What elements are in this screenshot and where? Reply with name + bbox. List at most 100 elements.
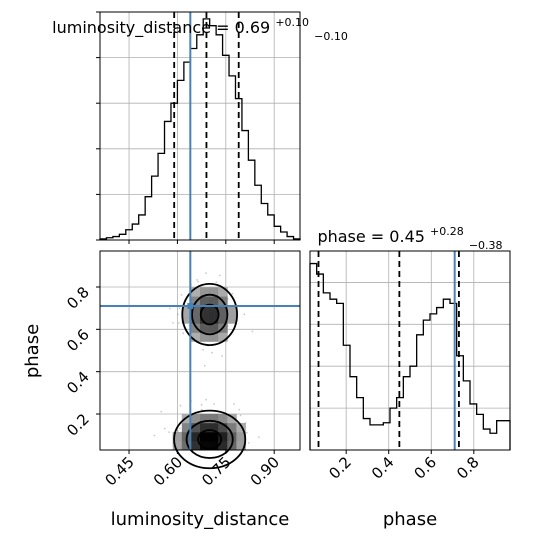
x-tick-label: 0.6 bbox=[411, 453, 441, 483]
y-axis-label: phase bbox=[22, 324, 43, 378]
density-cell bbox=[227, 413, 237, 424]
scatter-point bbox=[180, 294, 183, 296]
x-tick-label: 0.8 bbox=[453, 453, 483, 483]
title-minus-error: −0.38 bbox=[469, 239, 503, 252]
panel-frame bbox=[309, 250, 511, 451]
density-cell bbox=[200, 305, 210, 315]
y-tick-label: 0.2 bbox=[63, 410, 93, 440]
frame-rect bbox=[99, 11, 301, 241]
density-cell bbox=[236, 431, 246, 442]
density-cell bbox=[190, 431, 201, 442]
scatter-point bbox=[239, 414, 242, 417]
title-plus-error: +0.28 bbox=[430, 225, 464, 238]
title-param-value: phase = 0.45 bbox=[317, 227, 424, 246]
density-cell bbox=[209, 431, 219, 442]
density-cell bbox=[200, 413, 210, 424]
density-cell bbox=[200, 441, 210, 451]
joint-2d-panel: 0.45 0.60 0.75 0.90 0.2 0.4 0.6 0.8 luminosity… bbox=[22, 250, 301, 530]
scatter-point bbox=[243, 313, 246, 316]
density-cell bbox=[209, 305, 219, 315]
density-cells bbox=[172, 287, 246, 451]
x-tick-label: 0.2 bbox=[325, 453, 355, 483]
density-cell bbox=[200, 422, 210, 433]
phase-title: phase = 0.45 +0.28 −0.38 bbox=[317, 220, 502, 252]
x-tick-label: 0.4 bbox=[368, 453, 398, 483]
density-cell bbox=[181, 314, 192, 324]
scatter-point bbox=[233, 403, 236, 405]
scatter-point bbox=[258, 436, 260, 439]
title-plus-error: +0.10 bbox=[275, 16, 309, 29]
frame-rect bbox=[309, 250, 511, 451]
density-cell bbox=[200, 296, 210, 306]
luminosity-distance-title: luminosity_distance = 0.69 +0.10 −0.10 bbox=[52, 11, 348, 43]
frame-rect bbox=[99, 250, 301, 451]
y-tick-label: 0.8 bbox=[63, 283, 93, 313]
density-cell bbox=[236, 441, 246, 451]
gridlines bbox=[310, 251, 510, 450]
density-cell bbox=[218, 413, 228, 424]
scatter-point bbox=[168, 431, 171, 433]
density-cell bbox=[190, 441, 201, 451]
contour bbox=[185, 419, 234, 459]
density-cell bbox=[218, 332, 228, 342]
scatter-point bbox=[197, 280, 199, 283]
density-cell bbox=[209, 422, 219, 433]
scatter-point bbox=[203, 364, 206, 367]
density-cell bbox=[236, 422, 246, 433]
scatter-point bbox=[245, 431, 248, 434]
panel-frame bbox=[99, 11, 301, 241]
density-cell bbox=[190, 422, 201, 433]
density-cell bbox=[181, 305, 192, 315]
scatter-point bbox=[179, 404, 182, 407]
truth-lines bbox=[100, 251, 300, 450]
density-cell bbox=[227, 314, 237, 324]
density-cell bbox=[200, 287, 210, 297]
scatter-point bbox=[213, 403, 216, 405]
contour bbox=[173, 409, 247, 470]
scatter-point bbox=[163, 427, 166, 430]
density-cell bbox=[190, 413, 201, 424]
scatter-point bbox=[215, 281, 218, 283]
scatter-point bbox=[200, 403, 203, 406]
density-cell bbox=[181, 441, 192, 451]
contour bbox=[197, 429, 223, 450]
density-contours bbox=[173, 283, 247, 470]
density-cell bbox=[190, 314, 201, 324]
density-cell bbox=[218, 422, 228, 433]
density-cell bbox=[218, 441, 228, 451]
density-cell bbox=[209, 296, 219, 306]
x-axis-label: luminosity_distance bbox=[111, 509, 290, 530]
density-cell bbox=[227, 422, 237, 433]
density-cell bbox=[209, 314, 219, 324]
density-cell bbox=[181, 422, 192, 433]
phase-marginal-panel: 0.2 0.4 0.6 0.8 phase phase = 0.45 +0.28 −0… bbox=[309, 220, 511, 530]
x-tick-label: 0.45 bbox=[102, 453, 138, 489]
density-cell bbox=[190, 332, 201, 342]
x-tick-label: 0.75 bbox=[198, 453, 234, 489]
density-cell bbox=[209, 413, 219, 424]
density-cell bbox=[218, 287, 228, 297]
density-cell bbox=[209, 441, 219, 451]
tick-marks bbox=[96, 11, 275, 244]
scatter-point bbox=[221, 355, 223, 357]
scatter-point bbox=[169, 307, 171, 310]
quantile-lines bbox=[317, 251, 460, 450]
x-tick-labels: 0.45 0.60 0.75 0.90 bbox=[102, 453, 284, 489]
density-cell bbox=[218, 431, 228, 442]
density-cell bbox=[218, 314, 228, 324]
density-cell bbox=[172, 441, 183, 451]
x-tick-label: 0.90 bbox=[247, 453, 283, 489]
scatter-point bbox=[202, 349, 205, 351]
truth-marker bbox=[187, 303, 194, 310]
y-tick-labels: 0.2 0.4 0.6 0.8 bbox=[63, 283, 93, 440]
tick-marks bbox=[345, 450, 475, 454]
density-cell bbox=[209, 332, 219, 342]
contour bbox=[191, 293, 229, 336]
scatter-point bbox=[247, 442, 250, 444]
scatter-point bbox=[196, 279, 198, 281]
scatter-point bbox=[182, 332, 185, 335]
density-cell bbox=[209, 287, 219, 297]
scatter-point bbox=[211, 351, 213, 354]
luminosity-distance-marginal-panel: luminosity_distance = 0.69 +0.10 −0.10 bbox=[52, 11, 348, 244]
